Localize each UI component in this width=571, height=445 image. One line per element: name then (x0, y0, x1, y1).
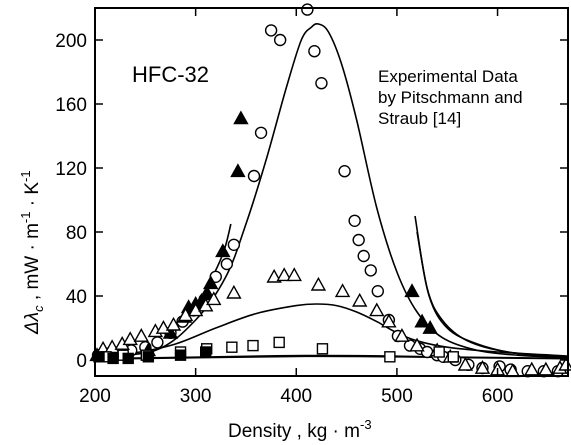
open-triangle-point (206, 291, 222, 306)
open-triangle-point (286, 267, 302, 282)
open-circle-point (301, 3, 314, 16)
fit-curve-2 (94, 303, 569, 358)
open-circle-point (264, 24, 278, 37)
open-circle-point (338, 164, 351, 178)
open-circle-point (308, 45, 321, 58)
open-triangle-point (226, 284, 242, 299)
open-triangle-point (266, 268, 282, 283)
open-triangle-point (524, 361, 540, 376)
filled-triangle-point (203, 275, 219, 290)
data-points (89, 3, 571, 378)
y-axis-title: Δλc , mW · m-1 · K-1 (18, 170, 46, 335)
open-triangle-point (334, 283, 351, 298)
open-triangle-point (122, 331, 138, 346)
fit-curve-7 (416, 231, 569, 358)
open-circle-point (315, 76, 328, 90)
y-tick-label: 120 (55, 159, 87, 180)
filled-triangle-point (422, 320, 438, 334)
open-circle-point (247, 169, 261, 183)
annotation-source-line-3: Straub [14] (378, 109, 461, 128)
annotation-source-line-2: by Pitschmann and (378, 88, 523, 107)
open-triangle-point (351, 292, 368, 307)
open-triangle-point (133, 328, 149, 342)
filled-square-point (107, 352, 119, 365)
open-triangle-point (276, 267, 292, 282)
filled-triangle-point (414, 313, 430, 328)
filled-square-point (200, 346, 212, 358)
filled-square-point (142, 351, 155, 363)
plot-frame (94, 7, 569, 377)
fit-curve-4 (94, 355, 569, 360)
open-triangle-point (409, 337, 425, 352)
x-tick-label: 600 (482, 386, 514, 407)
open-circle-point (357, 249, 370, 263)
open-square-point (273, 336, 285, 349)
open-triangle-point (369, 302, 385, 317)
open-circle-point (227, 238, 241, 252)
annotation-fluid: HFC-32 (132, 62, 209, 87)
filled-triangle-point (230, 163, 246, 178)
open-triangle-point (381, 313, 397, 328)
open-circle-point (348, 214, 361, 228)
filled-triangle-point (233, 110, 249, 125)
y-tick-label: 160 (55, 95, 87, 116)
open-square-point (316, 343, 329, 355)
open-square-point (226, 341, 238, 353)
open-square-point (247, 339, 259, 352)
filled-triangle-point (215, 243, 231, 258)
y-tick-label: 80 (66, 223, 87, 244)
fit-curve-6 (414, 215, 569, 358)
open-triangle-point (187, 302, 204, 317)
axis-ticks: 200 300 400 500 600 0 40 80 120 160 200 (55, 8, 568, 407)
open-triangle-point (394, 328, 410, 342)
y-tick-label: 40 (66, 287, 87, 308)
open-square-point (384, 351, 396, 363)
filled-triangle-point (404, 283, 420, 298)
open-circle-point (352, 233, 365, 247)
open-circle-point (273, 33, 287, 47)
x-tick-label: 400 (280, 386, 312, 407)
y-tick-label: 200 (55, 31, 87, 52)
open-square-point (433, 346, 445, 358)
open-circle-point (151, 336, 164, 349)
open-triangle-point (177, 307, 194, 322)
x-tick-label: 200 (79, 386, 111, 407)
open-circle-point (371, 285, 384, 298)
open-triangle-point (457, 356, 474, 371)
y-tick-label: 0 (76, 351, 87, 372)
open-triangle-point (474, 360, 491, 374)
open-circle-point (254, 126, 268, 140)
open-square-point (447, 351, 459, 363)
annotation-source-line-1: Experimental Data (378, 67, 518, 86)
filled-square-point (174, 349, 187, 361)
filled-square-point (122, 352, 134, 365)
open-circle-point (220, 257, 234, 271)
open-circle-point (364, 264, 377, 277)
x-tick-label: 300 (180, 386, 212, 407)
open-triangle-point (165, 316, 182, 331)
open-triangle-point (310, 276, 327, 291)
x-tick-label: 500 (381, 386, 413, 407)
open-triangle-point (538, 361, 554, 376)
x-axis-title: Density , kg · m-3 (228, 417, 372, 442)
